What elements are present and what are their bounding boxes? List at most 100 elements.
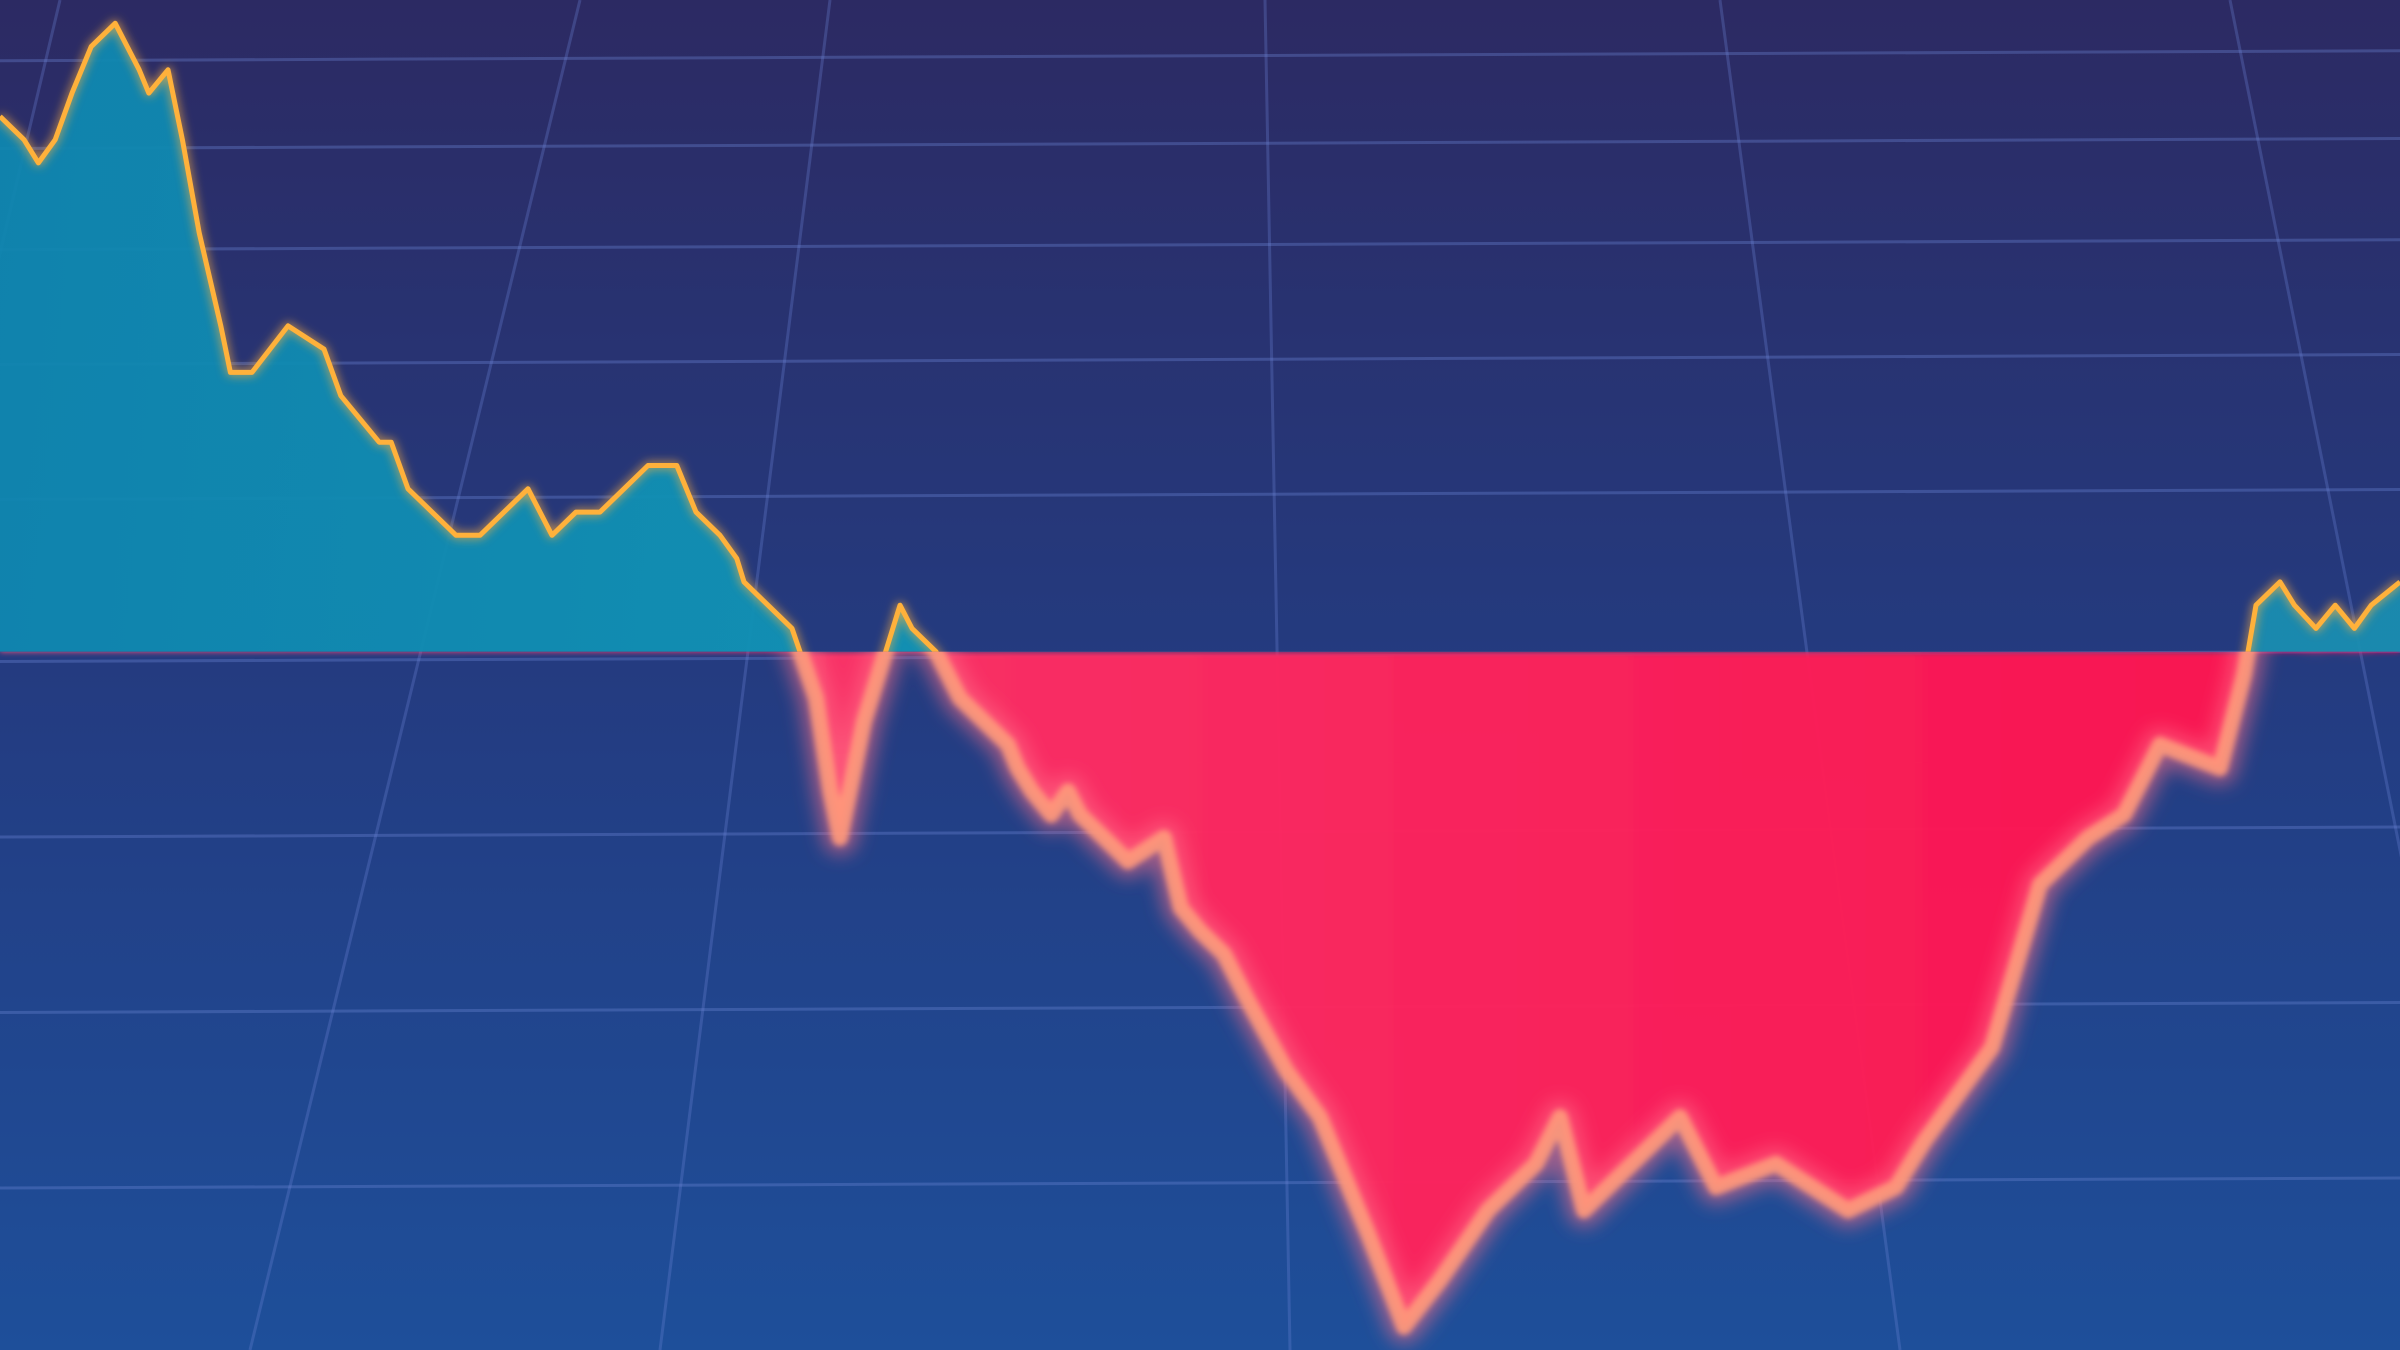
data-point xyxy=(574,510,578,514)
data-point xyxy=(646,464,650,468)
data-point xyxy=(1162,836,1166,840)
data-point xyxy=(1066,789,1070,793)
data-point xyxy=(322,347,326,351)
data-point xyxy=(550,533,554,537)
data-point xyxy=(219,324,223,328)
data-point xyxy=(1284,1069,1288,1073)
data-point xyxy=(1714,1185,1718,1189)
data-point xyxy=(36,161,40,165)
data-point xyxy=(694,510,698,514)
data-point xyxy=(814,696,818,700)
data-point xyxy=(1678,1115,1682,1119)
data-point xyxy=(898,603,902,607)
data-point xyxy=(197,231,201,235)
data-point xyxy=(454,533,458,537)
grid-line-v xyxy=(658,0,832,1350)
data-point xyxy=(828,789,832,793)
data-point xyxy=(2352,626,2356,630)
data-point xyxy=(2242,673,2246,677)
data-point xyxy=(1438,1278,1442,1282)
data-point xyxy=(389,440,393,444)
data-point xyxy=(137,68,141,72)
data-point xyxy=(675,464,679,468)
data-point xyxy=(1016,766,1020,770)
data-point xyxy=(1246,999,1250,1003)
data-point xyxy=(1049,813,1053,817)
data-point xyxy=(1198,929,1202,933)
data-point xyxy=(862,720,866,724)
data-point xyxy=(1078,813,1082,817)
data-point xyxy=(742,580,746,584)
data-point xyxy=(1222,952,1226,956)
data-point xyxy=(2333,603,2337,607)
data-point xyxy=(2038,883,2042,887)
data-point xyxy=(2158,743,2162,747)
grid-line-v xyxy=(2228,0,2400,858)
data-point xyxy=(1318,1115,1322,1119)
data-point xyxy=(2218,766,2222,770)
data-point xyxy=(1630,1162,1634,1166)
data-point xyxy=(1774,1162,1778,1166)
data-point xyxy=(250,370,254,374)
price-line-below xyxy=(791,651,2257,1335)
area-fill xyxy=(0,23,2400,1327)
data-point xyxy=(1179,906,1183,910)
data-point xyxy=(1923,1139,1927,1143)
data-point xyxy=(377,440,381,444)
data-point xyxy=(1894,1185,1898,1189)
data-point xyxy=(2314,626,2318,630)
price-line-above xyxy=(0,20,2400,652)
data-point xyxy=(228,370,232,374)
data-point xyxy=(147,91,151,95)
data-point xyxy=(406,487,410,491)
data-point xyxy=(53,138,57,142)
data-point xyxy=(1990,1045,1994,1049)
data-point xyxy=(2278,580,2282,584)
data-point xyxy=(166,68,170,72)
grid-line-v xyxy=(248,0,582,1350)
data-point xyxy=(339,394,343,398)
data-point xyxy=(766,603,770,607)
price-line xyxy=(0,20,2400,1344)
data-point xyxy=(1006,743,1010,747)
data-point xyxy=(1366,1232,1370,1236)
data-point xyxy=(1102,836,1106,840)
data-point xyxy=(430,510,434,514)
data-point xyxy=(113,21,117,25)
data-point xyxy=(2292,603,2296,607)
data-point xyxy=(934,650,938,654)
data-point xyxy=(2122,813,2126,817)
data-point xyxy=(70,91,74,95)
data-point xyxy=(598,510,602,514)
data-point xyxy=(526,487,530,491)
data-point xyxy=(622,487,626,491)
data-point xyxy=(1846,1208,1850,1212)
data-point xyxy=(89,45,93,49)
data-point xyxy=(1402,1325,1406,1329)
data-point xyxy=(502,510,506,514)
data-point xyxy=(286,324,290,328)
grid-line-h xyxy=(0,49,2400,63)
data-point xyxy=(1486,1208,1490,1212)
data-point xyxy=(1582,1208,1586,1212)
data-point xyxy=(2086,836,2090,840)
data-point xyxy=(910,626,914,630)
data-point xyxy=(22,138,26,142)
grid-line-h xyxy=(0,238,2400,252)
data-point xyxy=(718,533,722,537)
grid-line-h xyxy=(0,137,2400,150)
data-point xyxy=(958,696,962,700)
grid-line-h xyxy=(0,1176,2400,1190)
data-point xyxy=(2369,603,2373,607)
data-point xyxy=(2254,603,2258,607)
area-below-baseline xyxy=(800,651,2249,1327)
data-point xyxy=(1126,859,1130,863)
data-point xyxy=(790,626,794,630)
data-point xyxy=(1558,1115,1562,1119)
data-point xyxy=(1030,789,1034,793)
data-point xyxy=(478,533,482,537)
data-point xyxy=(1534,1162,1538,1166)
